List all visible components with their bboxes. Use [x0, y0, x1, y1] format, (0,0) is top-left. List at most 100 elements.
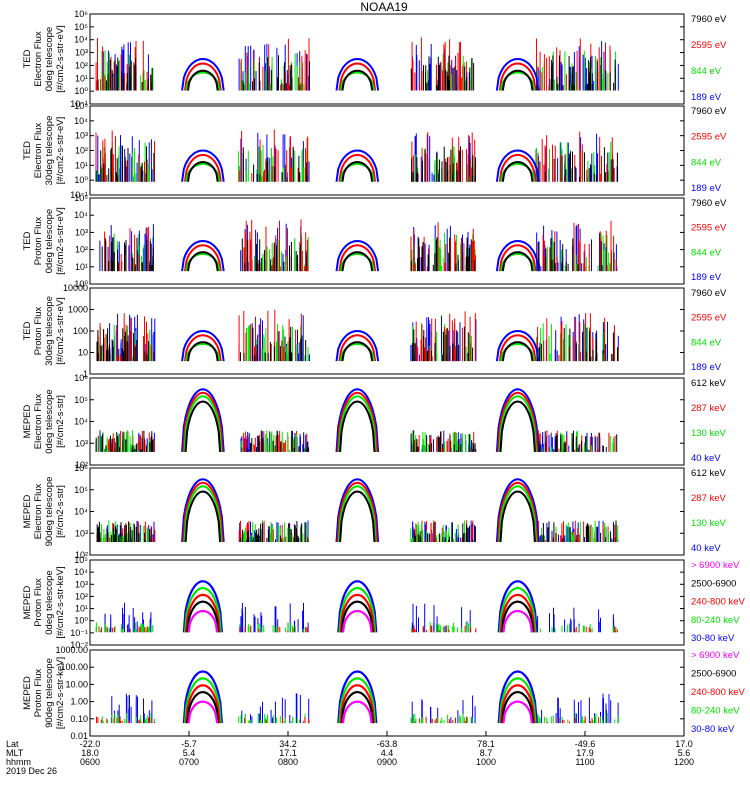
y-tick-label: 10⁶	[74, 9, 88, 19]
y-axis-label-line: MEPED	[22, 494, 33, 528]
series-line	[498, 677, 537, 724]
y-tick-label: 10¹	[75, 73, 88, 83]
figure-title: NOAA19	[360, 0, 408, 14]
y-tick-label: 10⁴	[74, 507, 88, 517]
y-axis-label-line: Proton Flux	[33, 306, 44, 355]
series-line	[337, 670, 378, 724]
panel-8: 0.01 0.10 1.00 10.00 100.00 1000.00 MEPED Proto…	[22, 645, 746, 741]
series-line	[501, 600, 535, 633]
y-tick-label: 10⁻¹	[70, 628, 88, 638]
legend-entry: 189 eV	[691, 92, 722, 103]
series-spikes	[98, 520, 619, 542]
legend-entry: 7960 eV	[691, 106, 727, 117]
series-line	[181, 478, 225, 543]
x-tick-label-hhmm: 0800	[278, 757, 298, 767]
legend-entry: 844 eV	[691, 337, 722, 348]
series-line	[341, 609, 373, 633]
series-line	[183, 677, 222, 724]
series-line	[341, 341, 374, 362]
x-tick-label-mlt: 4.4	[381, 748, 394, 758]
legend-entry: 30-80 keV	[691, 724, 735, 735]
y-axis-label-line: MEPED	[22, 585, 33, 619]
y-axis-label-line: TED	[22, 141, 33, 160]
y-tick-label: 0.01	[70, 731, 88, 741]
series-line	[495, 478, 540, 543]
series-line	[501, 251, 534, 272]
series-line	[336, 391, 378, 452]
y-tick-label: 10.00	[65, 679, 88, 689]
series-line	[495, 149, 540, 182]
series-line	[498, 154, 537, 182]
series-line	[497, 580, 538, 633]
y-axis-label-line: Electron Flux	[33, 394, 44, 450]
series-line	[499, 684, 536, 724]
series-line	[339, 71, 375, 91]
series-line	[340, 600, 374, 633]
series-line	[337, 485, 377, 543]
y-tick-label: 10⁵	[74, 485, 88, 495]
series-line	[498, 244, 537, 272]
y-tick-label: 0.10	[70, 714, 88, 724]
panel-6: 10² 10³ 10⁴ 10⁵ 10⁶ MEPED Electron Flux 90deg t…	[22, 463, 727, 560]
legend-entry: 2595 eV	[691, 223, 727, 234]
series-line	[341, 69, 374, 91]
series-line	[187, 161, 219, 182]
series-line	[339, 162, 375, 182]
series-line	[184, 244, 222, 272]
legend-entry: 40 keV	[691, 453, 721, 464]
series-line	[341, 700, 373, 724]
y-axis-label-line: Proton Flux	[33, 668, 44, 717]
series-line	[184, 154, 222, 182]
y-axis-label-line: Electron Flux	[33, 123, 44, 179]
series-line	[335, 239, 380, 272]
legend-entry: 612 keV	[691, 378, 727, 389]
series-line	[499, 490, 536, 543]
y-axis-label-line: Electron Flux	[33, 31, 44, 87]
series-line	[181, 329, 225, 362]
y-tick-label: 10⁴	[74, 567, 88, 577]
x-tick-label-lat: 34.2	[279, 739, 297, 749]
series-traces	[96, 478, 619, 543]
y-axis-label-line: Proton Flux	[33, 578, 44, 627]
x-tick-label-mlt: 5.4	[183, 748, 196, 758]
panel-7: 10⁻² 10⁻¹ 10⁰ 10¹ 10² 10³ 10⁴ 10⁵ MEPED Proton Fl…	[22, 555, 746, 650]
series-line	[335, 329, 380, 362]
series-line	[337, 395, 377, 452]
x-tick-label-lat: -49.6	[575, 739, 596, 749]
x-tick-label-lat: -22.0	[80, 739, 101, 749]
y-tick-label: 10⁻¹	[70, 190, 88, 200]
series-traces	[95, 129, 619, 182]
y-axis-label-line: [#/cm2-s-str-keV]	[55, 566, 66, 638]
legend-entry: 240-800 keV	[691, 687, 746, 698]
y-axis-label-line: 0deg telescope	[44, 389, 55, 453]
series-line	[495, 329, 540, 362]
x-tick-label-mlt: 5.6	[678, 748, 691, 758]
legend-entry: 844 eV	[691, 157, 722, 168]
y-tick-label: 10⁻²	[70, 640, 88, 650]
series-line	[500, 252, 536, 272]
plot-frame	[89, 197, 685, 285]
y-tick-label: 10⁴	[74, 210, 88, 220]
series-line	[338, 244, 377, 272]
y-axis-label-line: [#/cm2-s-str-eV]	[55, 207, 66, 275]
legend-entry: 189 eV	[691, 183, 722, 194]
legend-entry: 2595 eV	[691, 40, 727, 51]
plot-frame	[89, 377, 685, 466]
series-line	[495, 57, 540, 91]
y-tick-label: 10³	[75, 227, 88, 237]
series-line	[185, 71, 221, 91]
series-line	[501, 69, 534, 91]
y-tick-label: 10²	[75, 60, 88, 70]
series-traces	[95, 37, 619, 91]
x-row-label: MLT	[6, 748, 24, 758]
series-line	[335, 57, 380, 91]
series-line	[185, 342, 221, 362]
y-tick-label: 10¹	[75, 160, 88, 170]
series-line	[495, 239, 540, 272]
series-spikes	[96, 520, 617, 542]
series-spikes	[104, 602, 617, 633]
series-line	[497, 670, 538, 724]
y-tick-label: 10⁶	[74, 373, 88, 383]
legend-entry: 30-80 keV	[691, 633, 735, 644]
y-axis-label-line: 0deg telescope	[44, 570, 55, 634]
